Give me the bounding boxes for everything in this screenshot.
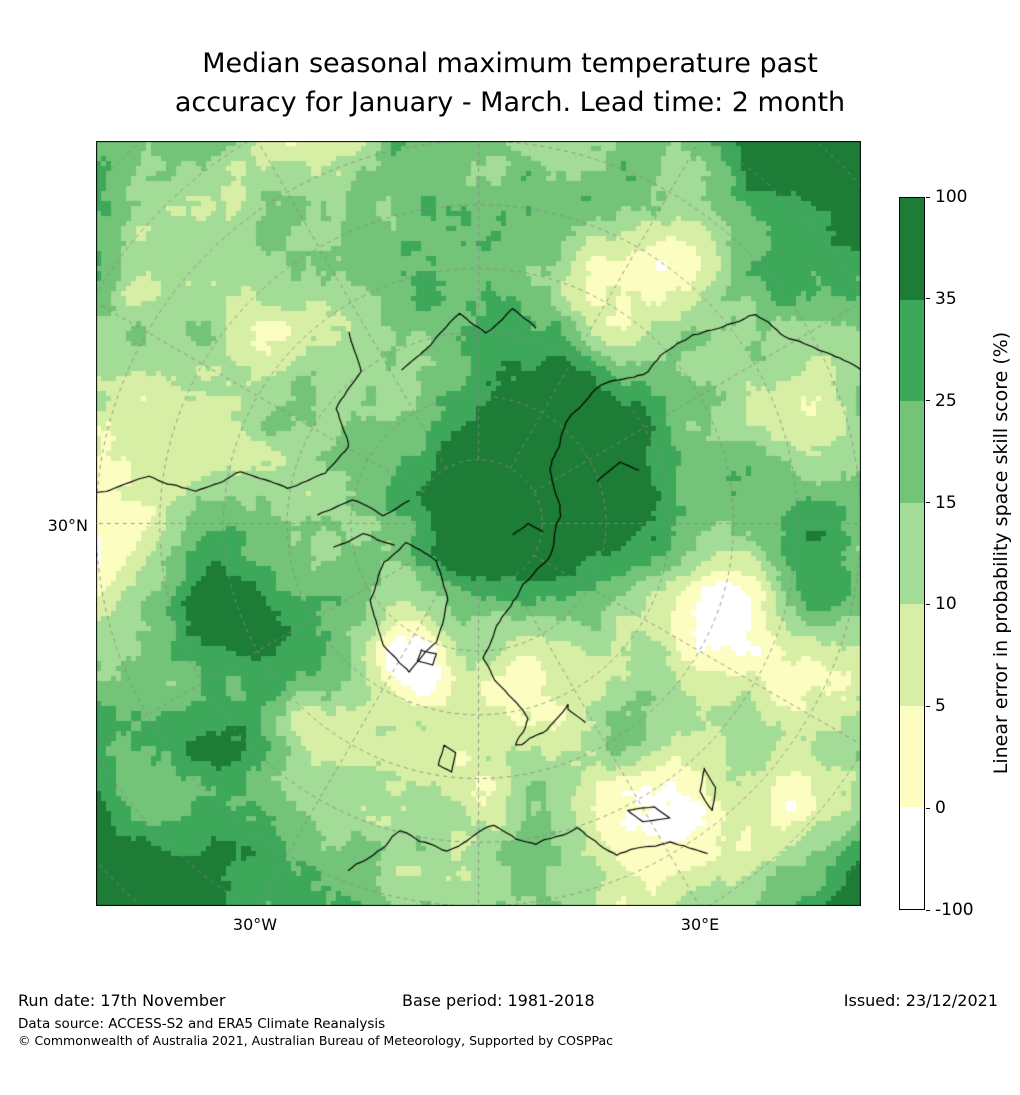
colorbar-tick [926,909,930,911]
colorbar-segment [900,807,924,910]
map-plot [96,141,861,906]
lon-label-30w: 30°W [232,915,278,934]
colorbar-tick-label: 35 [935,288,957,309]
colorbar-tick [926,705,930,707]
lat-label-30n: 30°N [47,516,88,535]
colorbar-tick [926,298,930,300]
colorbar-segment [900,401,924,503]
map-panel [96,141,861,906]
chart-title-line2: accuracy for January - March. Lead time:… [174,87,846,118]
colorbar-tick-label: 25 [935,390,957,411]
colorbar-segment [900,705,924,808]
colorbar-tick [926,502,930,504]
colorbar-gradient [899,197,925,910]
issued-date-text: Issued: 23/12/2021 [843,991,998,1010]
colorbar-tick [926,400,930,402]
colorbar-tick-label: 15 [935,492,957,513]
colorbar-tick-label: 10 [935,594,957,615]
lon-label-30e: 30°E [680,915,720,934]
colorbar-tick [926,196,930,198]
chart-title-line1: Median seasonal maximum temperature past [202,48,818,79]
colorbar-tick-label: 100 [935,187,968,207]
colorbar-segment [900,299,924,402]
colorbar-tick-label: 5 [935,696,946,717]
copyright-text: © Commonwealth of Australia 2021, Austra… [18,1033,613,1048]
chart-title: Median seasonal maximum temperature past… [0,44,1020,122]
data-source-text: Data source: ACCESS-S2 and ERA5 Climate … [18,1016,386,1032]
run-date-text: Run date: 17th November [18,991,226,1010]
base-period-text: Base period: 1981-2018 [402,991,595,1010]
colorbar-segment [900,604,924,706]
colorbar-tick-label: 0 [935,798,946,819]
colorbar-segment [900,502,924,605]
colorbar-tick [926,603,930,605]
colorbar-tick [926,807,930,809]
colorbar-tick-label: -100 [935,900,974,920]
colorbar: 100 35 25 15 10 5 0 -100 [899,187,1019,920]
colorbar-segment [900,198,924,300]
colorbar-axis-label: Linear error in probability space skill … [990,331,1012,775]
